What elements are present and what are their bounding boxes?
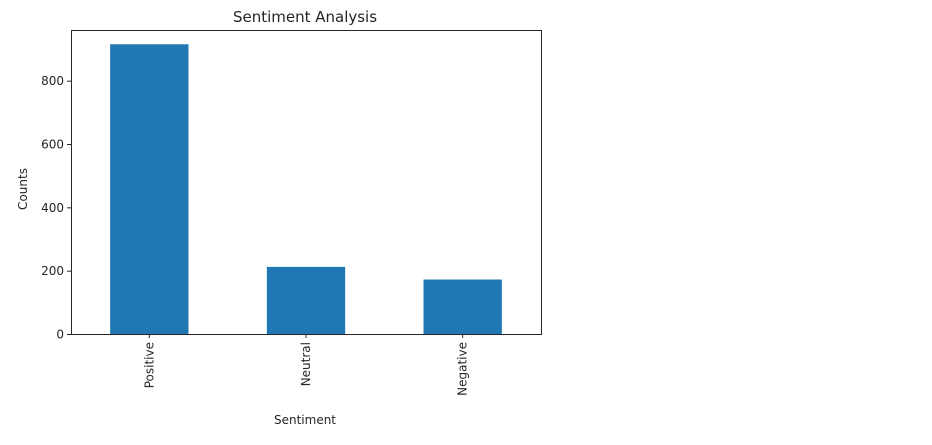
- y-axis-ticks: 0 200 400 600 800: [41, 74, 71, 342]
- chart-title: Sentiment Analysis: [233, 8, 377, 26]
- x-axis-ticks: Positive Neutral Negative: [142, 334, 470, 396]
- y-tick-label: 600: [41, 138, 64, 152]
- y-axis-label: Counts: [16, 168, 30, 210]
- x-axis-label: Sentiment: [274, 413, 336, 427]
- x-tick-label: Negative: [456, 342, 470, 396]
- bar-negative: [423, 279, 502, 334]
- y-tick-label: 400: [41, 201, 64, 215]
- bar-neutral: [266, 266, 346, 334]
- bars-layer: [110, 44, 502, 334]
- x-tick-label: Positive: [142, 342, 156, 388]
- x-tick-label: Neutral: [299, 342, 313, 386]
- y-tick-label: 800: [41, 74, 64, 88]
- y-tick-label: 200: [41, 264, 64, 278]
- bar-positive: [110, 44, 189, 334]
- plot-frame: [71, 30, 542, 335]
- y-tick-label: 0: [56, 328, 64, 342]
